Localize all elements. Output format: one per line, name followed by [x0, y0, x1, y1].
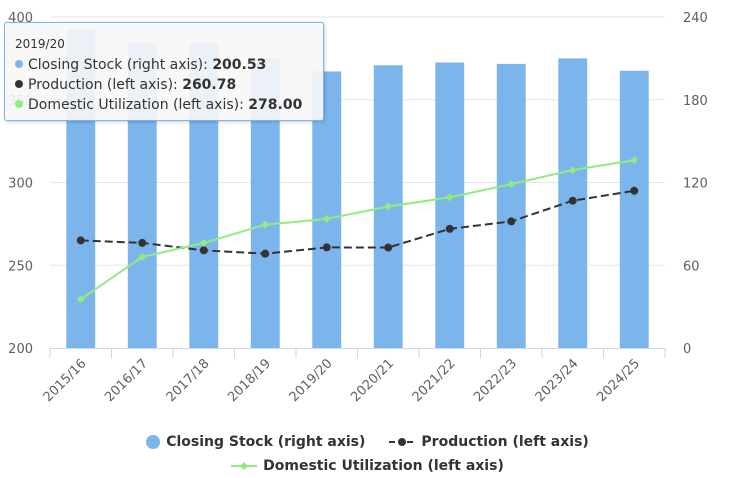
point-domestic-utilization [568, 166, 577, 175]
legend-item-production[interactable]: Production (left axis) [389, 434, 589, 450]
production-dot-icon [15, 80, 23, 88]
point-production [138, 238, 147, 247]
tooltip-label: Domestic Utilization (left axis): [28, 97, 249, 113]
tooltip-label: Closing Stock (right axis): [28, 57, 213, 73]
tooltip-row-domestic-utilization: Domestic Utilization (left axis): 278.00 [15, 95, 323, 115]
point-production [76, 236, 85, 245]
point-production [630, 186, 639, 195]
point-production [322, 243, 331, 252]
right-axis-tick-label: 180 [683, 94, 708, 109]
point-domestic-utilization [630, 156, 639, 165]
line-domestic-utilization [80, 159, 635, 301]
point-domestic-utilization [384, 202, 393, 211]
line-diamond-icon [231, 462, 258, 470]
left-axis-tick-label: 250 [8, 259, 33, 274]
point-domestic-utilization [76, 295, 85, 304]
point-production [199, 246, 208, 255]
point-production [384, 243, 393, 252]
chart-tooltip: 2019/20 Closing Stock (right axis): 200.… [4, 22, 324, 121]
tooltip-header: 2019/20 [15, 37, 65, 51]
left-axis-tick-label: 200 [8, 342, 33, 357]
circle-icon [146, 435, 161, 449]
tooltip-value: 260.78 [182, 77, 237, 93]
bar-closing-stock [435, 62, 465, 348]
bar-closing-stock [619, 70, 649, 348]
point-production [445, 224, 454, 233]
tooltip-value: 200.53 [212, 57, 267, 73]
point-domestic-utilization [445, 193, 454, 202]
line-production [80, 189, 635, 255]
dashed-line-dot-icon [389, 438, 416, 446]
tooltip-value: 278.00 [248, 97, 303, 113]
closing-stock-dot-icon [15, 60, 23, 68]
legend-label: Closing Stock (right axis) [166, 434, 366, 450]
tooltip-row-closing-stock: Closing Stock (right axis): 200.53 [15, 55, 323, 75]
tooltip-label: Production (left axis): [28, 77, 183, 93]
legend-item-domestic-utilization[interactable]: Domestic Utilization (left axis) [231, 458, 504, 474]
legend-label: Domestic Utilization (left axis) [263, 458, 504, 474]
bar-closing-stock [496, 63, 526, 349]
legend-item-closing-stock[interactable]: Closing Stock (right axis) [146, 434, 365, 450]
x-axis-tick-label: 2015/16 [41, 356, 90, 405]
x-axis-tick-label: 2021/22 [410, 356, 459, 405]
right-axis-tick-label: 0 [683, 342, 691, 357]
x-axis-tick-label: 2020/21 [348, 356, 397, 405]
x-axis-tick-label: 2022/23 [471, 356, 520, 405]
point-production [568, 196, 577, 205]
x-axis-tick-label: 2017/18 [164, 356, 213, 405]
legend-label: Production (left axis) [421, 434, 589, 450]
right-axis-tick-label: 240 [683, 11, 708, 26]
right-axis-tick-label: 60 [683, 259, 700, 274]
x-axis-tick-label: 2018/19 [225, 356, 274, 405]
point-domestic-utilization [199, 238, 208, 247]
point-production [261, 249, 270, 258]
x-axis-tick-label: 2019/20 [287, 356, 336, 405]
x-axis-tick-label: 2024/25 [594, 356, 643, 405]
left-axis-tick-label: 300 [8, 177, 33, 192]
point-domestic-utilization [261, 220, 270, 229]
chart-legend: Closing Stock (right axis) Production (l… [0, 430, 735, 478]
point-production [507, 217, 516, 226]
point-domestic-utilization [507, 180, 516, 189]
x-axis-tick-label: 2023/24 [533, 356, 582, 405]
tooltip-row-production: Production (left axis): 260.78 [15, 75, 323, 95]
domestic-utilization-dot-icon [15, 100, 23, 108]
point-domestic-utilization [138, 252, 147, 261]
point-domestic-utilization [322, 214, 331, 223]
x-axis-tick-label: 2016/17 [102, 356, 151, 405]
right-axis-tick-label: 120 [683, 177, 708, 192]
